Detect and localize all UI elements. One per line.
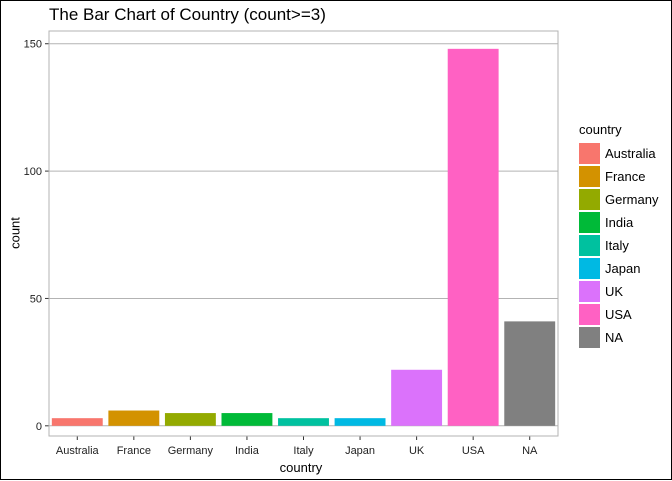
legend-title: country (579, 122, 622, 137)
legend-items: Australia France Germany India Italy Japan UK U… (579, 142, 658, 349)
legend-item: Japan (579, 257, 658, 280)
x-tick-label: NA (522, 445, 538, 457)
legend-label: Japan (605, 261, 641, 276)
legend-swatch (579, 166, 600, 187)
legend-swatch (579, 212, 600, 233)
legend-item: NA (579, 326, 658, 349)
y-tick-label: 50 (30, 293, 42, 305)
legend-swatch (579, 281, 600, 302)
x-tick-label: Italy (293, 445, 314, 457)
legend-swatch (579, 327, 600, 348)
legend-label: UK (605, 284, 624, 299)
bar-france (108, 410, 160, 426)
y-tick-label: 0 (36, 421, 42, 433)
x-axis-label: country (279, 460, 323, 475)
legend-item: India (579, 211, 658, 234)
bar-italy (278, 418, 329, 426)
bar-germany (164, 413, 216, 426)
x-tick-label: India (235, 445, 260, 457)
legend: country Australia France Germany India Italy… (579, 122, 658, 349)
legend-label: France (605, 169, 646, 184)
bar-uk (391, 369, 443, 426)
x-tick-label: UK (409, 445, 425, 457)
x-tick-label: Japan (345, 445, 375, 457)
y-axis-label: count (7, 217, 23, 249)
legend-label: Italy (605, 238, 629, 253)
x-tick-label: Australia (56, 445, 100, 457)
legend-label: Australia (605, 146, 656, 161)
legend-swatch (579, 304, 600, 325)
x-tick-label: Germany (168, 445, 214, 457)
bar-na (504, 321, 556, 426)
bar-japan (334, 418, 386, 426)
legend-label: USA (605, 307, 632, 322)
legend-swatch (579, 143, 600, 164)
legend-label: Germany (605, 192, 659, 207)
legend-item: USA (579, 303, 658, 326)
legend-label: NA (605, 330, 624, 345)
plot-border (48, 30, 559, 437)
y-tick-label: 150 (24, 39, 42, 51)
y-tick-label: 100 (24, 166, 42, 178)
x-tick-label: USA (462, 445, 485, 457)
legend-item: Australia (579, 142, 658, 165)
legend-swatch (579, 235, 600, 256)
legend-item: UK (579, 280, 658, 303)
legend-swatch (579, 189, 600, 210)
x-tick-label: France (117, 445, 151, 457)
legend-item: Germany (579, 188, 658, 211)
legend-swatch (579, 258, 600, 279)
chart-title: The Bar Chart of Country (count>=3) (49, 5, 326, 24)
bar-australia (51, 418, 103, 426)
bar-usa (447, 48, 499, 426)
legend-label: India (605, 215, 634, 230)
legend-item: Italy (579, 234, 658, 257)
legend-item: France (579, 165, 658, 188)
bar-india (221, 413, 273, 426)
